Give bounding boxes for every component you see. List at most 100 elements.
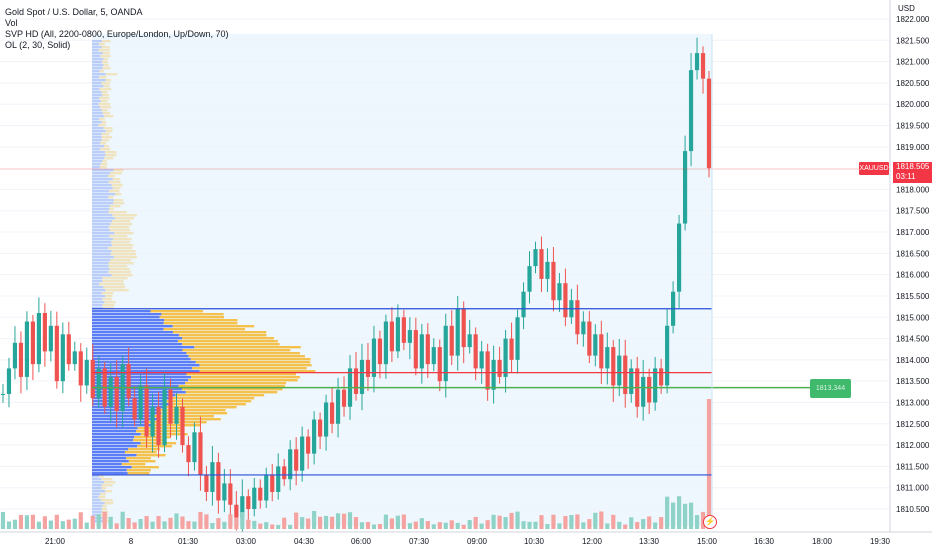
volume-profile-down-bar: [172, 325, 255, 328]
volume-profile-up-bar: [92, 397, 173, 400]
volume-profile-up-bar: [92, 460, 129, 463]
volume-profile-down-bar: [109, 268, 130, 271]
volume-profile-down-bar: [199, 364, 312, 367]
volume-bar: [431, 524, 436, 529]
volume-profile-up-bar: [92, 271, 109, 274]
volume-profile-down-bar: [128, 460, 156, 463]
volume-profile-down-bar: [105, 154, 117, 157]
candle-body: [539, 249, 544, 279]
volume-profile-up-bar: [92, 505, 103, 508]
volume-profile-up-bar: [92, 100, 101, 103]
candle-body: [0, 393, 6, 395]
candle-body: [300, 436, 305, 471]
candle-body: [461, 308, 466, 348]
volume-profile-down-bar: [114, 232, 134, 235]
opening-line-indicator-label[interactable]: OL (2, 30, Solid): [5, 40, 71, 50]
volume-bar: [252, 520, 257, 529]
volume-profile-up-bar: [92, 91, 102, 94]
volume-profile-up-bar: [92, 175, 109, 178]
time-tick-label: 19:30: [870, 537, 891, 546]
volume-profile-up-bar: [92, 478, 102, 481]
volume-profile-up-bar: [92, 436, 135, 439]
volume-profile-down-bar: [100, 163, 108, 166]
volume-profile-down-bar: [191, 376, 300, 379]
volume-profile-up-bar: [92, 109, 102, 112]
volume-profile-up-bar: [92, 376, 192, 379]
volume-profile-up-bar: [92, 331, 173, 334]
volume-profile-down-bar: [102, 112, 111, 115]
volume-profile-up-bar: [92, 292, 102, 295]
volume-profile-down-bar: [150, 310, 204, 313]
volume-profile-down-bar: [191, 367, 307, 370]
volume-profile-down-bar: [101, 298, 112, 301]
volume-bar: [108, 516, 113, 529]
volume-profile-up-bar: [92, 502, 105, 505]
candle-body: [96, 368, 101, 399]
volume-profile-down-bar: [105, 79, 112, 82]
volume-profile-up-bar: [92, 184, 112, 187]
volume-bar: [138, 519, 143, 529]
candle-body: [485, 351, 490, 390]
volume-profile-up-bar: [92, 430, 137, 433]
volume-profile-up-bar: [92, 385, 179, 388]
volume-profile-down-bar: [99, 97, 110, 100]
volume-profile-down-bar: [103, 58, 108, 61]
candle-body: [647, 376, 652, 403]
symbol-title[interactable]: Gold Spot / U.S. Dollar, 5, OANDA: [5, 7, 143, 17]
volume-profile-up-bar: [92, 283, 99, 286]
candle-body: [389, 321, 394, 352]
candle-body: [234, 504, 239, 518]
volume-bar: [294, 512, 299, 529]
volume-profile-up-bar: [92, 250, 112, 253]
session-volume-profile-label[interactable]: SVP HD (All, 2200-0800, Europe/London, U…: [5, 29, 229, 39]
volume-bar: [623, 524, 628, 529]
volume-profile-up-bar: [92, 154, 106, 157]
volume-profile-up-bar: [92, 214, 113, 217]
candle-body: [407, 330, 412, 343]
volume-bar: [515, 511, 520, 529]
volume-profile-down-bar: [101, 508, 107, 511]
volume-profile-up-bar: [92, 394, 176, 397]
volume-bar: [706, 399, 712, 529]
volume-profile-up-bar: [92, 94, 103, 97]
volume-profile-down-bar: [105, 490, 112, 493]
volume-profile-down-bar: [104, 481, 116, 484]
volume-bar: [659, 517, 664, 529]
volume-profile-up-bar: [92, 418, 158, 421]
volume-bar: [323, 515, 329, 529]
volume-profile-up-bar: [92, 121, 102, 124]
volume-profile-down-bar: [188, 355, 305, 358]
volume-profile-down-bar: [163, 322, 238, 325]
time-tick-label: 21:00: [45, 537, 66, 546]
volume-bar: [694, 515, 700, 529]
volume-profile-down-bar: [109, 229, 131, 232]
price-tick-label: 1811.000: [896, 484, 929, 493]
volume-profile-down-bar: [101, 40, 111, 43]
volume-profile-down-bar: [102, 505, 107, 508]
volume-bar: [102, 511, 107, 529]
volume-bar: [246, 519, 251, 529]
volume-profile-up-bar: [92, 412, 162, 415]
horizontal-line-tag[interactable]: 1813.344: [810, 379, 851, 398]
candle-body: [216, 462, 221, 501]
candle-body: [617, 355, 622, 386]
volume-profile-down-bar: [101, 139, 110, 142]
candle-body: [54, 325, 59, 382]
candle-body: [126, 364, 131, 399]
lightning-icon[interactable]: ⚡: [703, 515, 717, 529]
volume-profile-up-bar: [92, 349, 183, 352]
volume-profile-down-bar: [110, 259, 132, 262]
candle-body: [192, 432, 197, 463]
volume-profile-down-bar: [163, 328, 246, 331]
volume-indicator-label[interactable]: Vol: [5, 18, 18, 28]
volume-profile-down-bar: [137, 445, 172, 448]
volume-profile-down-bar: [102, 67, 111, 70]
volume-profile-up-bar: [92, 40, 102, 43]
volume-bar: [503, 517, 508, 529]
volume-profile-down-bar: [98, 496, 106, 499]
volume-profile-up-bar: [92, 88, 100, 91]
volume-profile-down-bar: [190, 358, 311, 361]
volume-profile-down-bar: [98, 283, 125, 286]
volume-bar: [341, 513, 347, 529]
